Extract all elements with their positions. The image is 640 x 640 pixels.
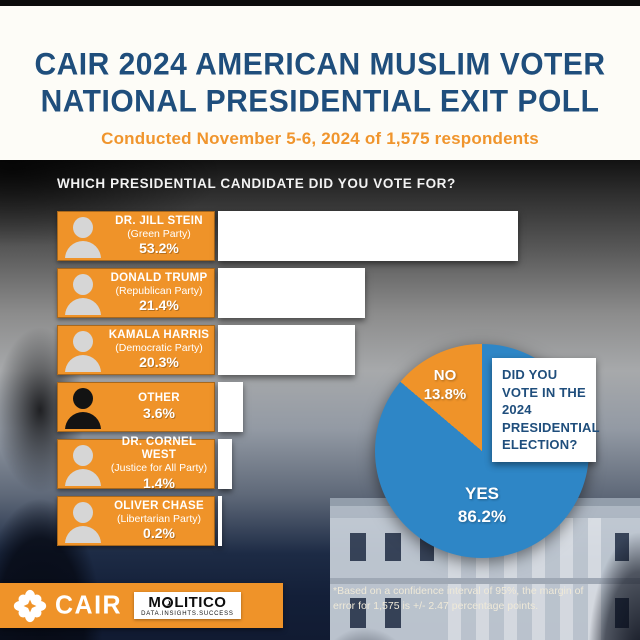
- candidate-row: DR. CORNEL WEST (Justice for All Party) …: [57, 436, 518, 491]
- pie-no-category: NO: [433, 367, 457, 384]
- pie-yes-category: YES: [464, 484, 500, 503]
- candidate-portrait: [62, 271, 104, 315]
- candidate-label-card: DR. CORNEL WEST (Justice for All Party) …: [57, 436, 215, 491]
- molitico-prefix: M: [148, 594, 162, 611]
- candidate-label-card: OTHER 3.6%: [57, 382, 215, 432]
- cair-flower-icon: [13, 589, 47, 622]
- poster-title-line1: CAIR 2024 AMERICAN MUSLIM VOTER: [34, 47, 606, 82]
- cair-wordmark: CAIR: [55, 590, 123, 620]
- candidate-label-card: OLIVER CHASE (Libertarian Party) 0.2%: [57, 496, 215, 546]
- candidate-percent: 21.4%: [139, 297, 179, 314]
- candidate-percent: 53.2%: [139, 240, 179, 257]
- result-bar: [218, 211, 518, 261]
- candidate-row: DR. JILL STEIN (Green Party) 53.2%: [57, 211, 518, 261]
- pie-label-no: NO 13.8%: [397, 366, 493, 404]
- candidate-percent: 3.6%: [143, 405, 175, 422]
- candidate-party: (Green Party): [127, 227, 191, 240]
- pie-no-value: 13.8%: [423, 386, 467, 403]
- tree-silhouette: [575, 500, 640, 640]
- candidate-party: (Republican Party): [115, 284, 203, 297]
- crescent-o-icon: [162, 597, 174, 608]
- candidate-name: DR. JILL STEIN: [115, 214, 203, 227]
- bar-chart-rows: DR. JILL STEIN (Green Party) 53.2% DONAL…: [57, 211, 518, 553]
- candidate-name: OLIVER CHASE: [114, 499, 204, 512]
- candidate-row: KAMALA HARRIS (Democratic Party) 20.3%: [57, 325, 518, 375]
- candidate-percent: 1.4%: [143, 474, 175, 491]
- result-bar: [218, 496, 222, 546]
- footer-logo-bar: CAIR M LITICO DATA.INSIGHTS.SUCCESS: [0, 583, 283, 628]
- molitico-suffix: LITICO: [174, 594, 227, 611]
- candidate-party: (Libertarian Party): [116, 512, 202, 525]
- margin-of-error-footnote: *Based on a confidence interval of 95%, …: [333, 585, 584, 613]
- header: CAIR 2024 AMERICAN MUSLIM VOTER NATIONAL…: [0, 6, 640, 160]
- bar-chart-title: WHICH PRESIDENTIAL CANDIDATE DID YOU VOT…: [57, 176, 456, 191]
- candidate-label-card: KAMALA HARRIS (Democratic Party) 20.3%: [57, 325, 215, 375]
- candidate-percent: 20.3%: [139, 354, 179, 371]
- candidate-name: KAMALA HARRIS: [108, 328, 210, 341]
- result-bar: [218, 325, 355, 375]
- molitico-logo: M LITICO DATA.INSIGHTS.SUCCESS: [134, 592, 241, 619]
- molitico-tagline: DATA.INSIGHTS.SUCCESS: [141, 611, 234, 617]
- result-bar: [218, 382, 243, 432]
- candidate-portrait: [62, 499, 104, 543]
- candidate-label-card: DR. JILL STEIN (Green Party) 53.2%: [57, 211, 215, 261]
- top-border: [0, 0, 640, 6]
- candidate-name: DR. CORNEL WEST: [121, 436, 197, 462]
- candidate-row: OTHER 3.6%: [57, 382, 518, 432]
- tree-silhouette: [300, 610, 430, 640]
- result-bar: [218, 439, 232, 489]
- candidate-portrait: [62, 328, 104, 372]
- pie-label-yes: YES 86.2%: [412, 482, 552, 528]
- pie-question-box: DID YOU VOTE IN THE 2024 PRESIDENTIAL EL…: [492, 358, 600, 462]
- candidate-party: (Justice for All Party): [110, 462, 208, 475]
- pie-yes-value: 86.2%: [457, 507, 507, 526]
- candidate-label-card: DONALD TRUMP (Republican Party) 21.4%: [57, 268, 215, 318]
- poster-subtitle: Conducted November 5-6, 2024 of 1,575 re…: [101, 129, 539, 148]
- candidate-portrait: [62, 385, 104, 429]
- candidate-name: DONALD TRUMP: [110, 271, 208, 284]
- result-bar: [218, 268, 365, 318]
- candidate-portrait: [62, 214, 104, 258]
- candidate-party: (Democratic Party): [115, 341, 203, 354]
- candidate-name: OTHER: [138, 392, 180, 405]
- poster-title-line2: NATIONAL PRESIDENTIAL EXIT POLL: [40, 84, 600, 119]
- candidate-row: OLIVER CHASE (Libertarian Party) 0.2%: [57, 496, 518, 546]
- candidate-row: DONALD TRUMP (Republican Party) 21.4%: [57, 268, 518, 318]
- candidate-portrait: [62, 442, 104, 486]
- candidate-percent: 0.2%: [143, 525, 175, 542]
